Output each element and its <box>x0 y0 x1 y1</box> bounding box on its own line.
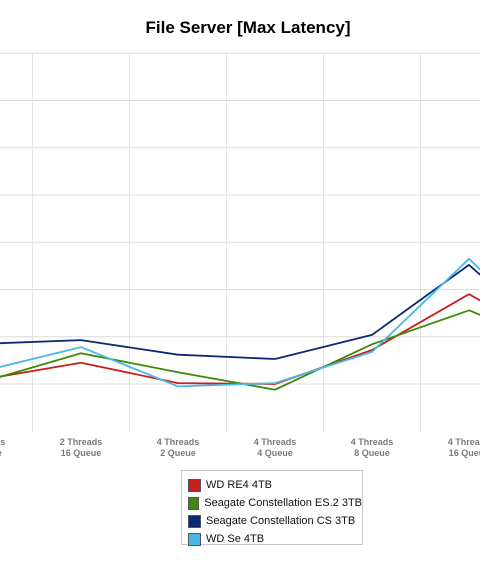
series-line-1 <box>0 309 480 391</box>
x-tick-label: 4 Threads 4 Queue <box>254 437 297 458</box>
legend-item-3: WD Se 4TB <box>188 530 362 548</box>
legend-label: Seagate Constellation CS 3TB <box>206 515 356 527</box>
legend-item-2: Seagate Constellation CS 3TB <box>188 512 362 530</box>
legend-label: WD Se 4TB <box>206 533 265 545</box>
legend-swatch <box>188 514 201 528</box>
legend-item-0: WD RE4 4TB <box>188 476 362 494</box>
series-line-0 <box>0 293 480 385</box>
legend-swatch <box>188 496 200 510</box>
grid-lines <box>0 52 480 432</box>
legend-label: Seagate Constellation ES.2 3TB <box>204 497 362 509</box>
x-tick-label: 4 Threads 2 Queue <box>157 437 200 458</box>
chart-title: File Server [Max Latency] <box>145 18 351 37</box>
legend-swatch <box>188 532 201 546</box>
x-tick-label: 2 Threads 16 Queue <box>60 437 103 458</box>
series-line-3 <box>0 257 480 388</box>
legend-label: WD RE4 4TB <box>206 479 273 491</box>
legend-item-1: Seagate Constellation ES.2 3TB <box>188 494 362 512</box>
legend: WD RE4 4TB Seagate Constellation ES.2 3TB… <box>181 470 363 548</box>
series-lines <box>0 257 480 391</box>
x-tick-label: 4 Threads 8 Queue <box>351 437 394 458</box>
series-line-2 <box>0 263 480 360</box>
legend-swatch <box>188 478 201 492</box>
